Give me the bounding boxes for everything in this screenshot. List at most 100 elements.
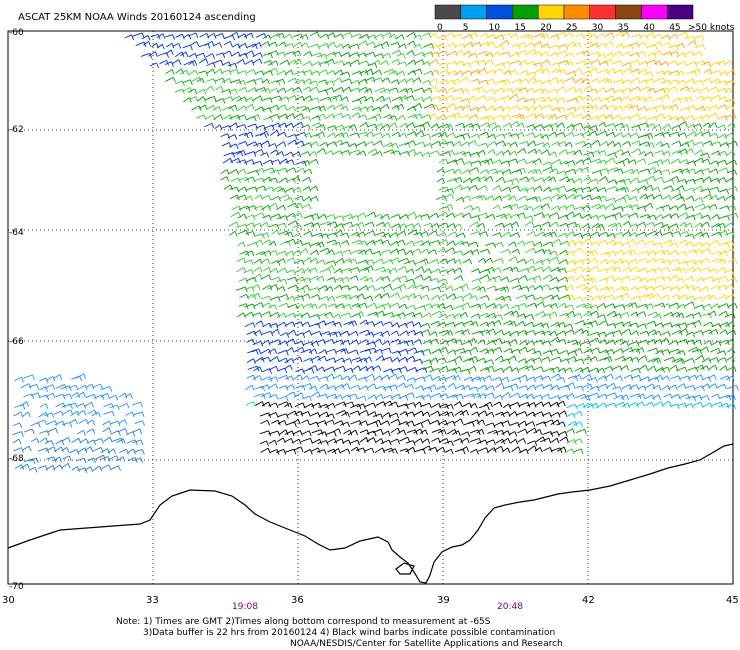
wind-barb <box>391 104 400 111</box>
wind-barb <box>244 286 255 292</box>
lat-lon-grid <box>8 31 733 584</box>
wind-barb <box>391 58 401 65</box>
wind-barb <box>477 68 487 74</box>
wind-barb <box>599 104 609 110</box>
wind-barb <box>726 150 736 157</box>
wind-barb <box>485 51 494 58</box>
wind-barb <box>187 88 198 95</box>
wind-barb <box>724 87 733 94</box>
wind-barb <box>646 320 657 327</box>
wind-barb <box>251 292 261 299</box>
legend-swatch <box>486 4 513 20</box>
wind-barb <box>613 79 625 85</box>
wind-barb <box>509 402 521 408</box>
wind-barb <box>483 401 493 408</box>
wind-barb <box>118 419 128 425</box>
wind-barb <box>236 124 247 130</box>
wind-barb <box>359 329 371 336</box>
wind-barb <box>492 376 503 383</box>
wind-barb <box>716 80 728 86</box>
lat-label: -68 <box>9 454 24 464</box>
wind-barb <box>564 250 575 257</box>
wind-barb <box>252 273 263 280</box>
wind-barb <box>685 285 696 291</box>
wind-barb <box>660 169 671 175</box>
wind-barb <box>671 293 681 300</box>
wind-barb <box>275 32 285 39</box>
wind-barb <box>364 259 375 265</box>
wind-barb <box>581 95 593 102</box>
wind-barb <box>487 141 498 147</box>
wind-barb <box>175 68 184 75</box>
wind-barb <box>678 328 689 334</box>
wind-barb <box>379 213 390 220</box>
wind-barb <box>444 330 454 336</box>
wind-barb <box>508 203 520 210</box>
wind-barb <box>117 456 126 462</box>
wind-barb <box>597 302 607 309</box>
wind-barb <box>693 259 703 266</box>
wind-barb <box>358 285 369 291</box>
wind-barb <box>556 421 566 428</box>
wind-barb <box>477 410 488 416</box>
wind-barb <box>719 339 730 346</box>
wind-barb <box>694 169 704 175</box>
wind-barb <box>494 195 503 202</box>
legend-label: 20 <box>540 23 552 33</box>
wind-barb <box>541 79 552 86</box>
wind-barb <box>493 159 503 165</box>
wind-barb <box>509 277 520 284</box>
wind-barb <box>356 357 368 364</box>
wind-barb <box>108 394 119 401</box>
wind-barb <box>134 448 145 455</box>
wind-barb <box>414 260 427 266</box>
wind-barb <box>671 393 681 400</box>
wind-barb <box>255 185 267 192</box>
wind-barb <box>278 357 289 364</box>
wind-barb <box>701 158 711 165</box>
wind-barb <box>663 114 673 121</box>
wind-barb <box>685 168 697 174</box>
wind-barb <box>326 41 337 48</box>
wind-barb <box>198 43 211 49</box>
wind-barb <box>181 87 193 93</box>
wind-barb <box>284 122 295 129</box>
wind-barb <box>381 249 392 255</box>
wind-barb <box>662 239 674 246</box>
wind-barb <box>516 131 525 138</box>
wind-barb <box>469 403 478 409</box>
wind-barb <box>653 132 665 138</box>
wind-barb <box>651 186 661 193</box>
wind-barb <box>229 169 239 175</box>
wind-barb <box>251 42 262 48</box>
wind-barb <box>214 124 223 130</box>
wind-barb <box>543 401 552 408</box>
wind-barb <box>269 356 280 362</box>
wind-barb <box>260 140 271 147</box>
wind-barb <box>516 148 527 154</box>
wind-barb <box>334 383 345 390</box>
wind-barb <box>255 401 265 407</box>
wind-barb <box>582 295 594 302</box>
wind-barb <box>271 195 281 202</box>
wind-barb <box>501 392 511 398</box>
wind-barb <box>548 44 560 51</box>
wind-barb <box>614 375 623 381</box>
wind-barb <box>525 240 535 247</box>
wind-barb <box>421 445 432 451</box>
wind-barb <box>583 356 592 362</box>
legend-swatch <box>615 4 642 20</box>
wind-barb <box>588 178 599 185</box>
wind-barb <box>647 365 657 372</box>
wind-barb <box>607 179 618 185</box>
wind-barb <box>559 436 569 443</box>
wind-barb <box>661 384 671 391</box>
wind-barb <box>132 428 143 435</box>
wind-barb <box>622 141 632 147</box>
wind-barb <box>253 239 264 246</box>
wind-barb <box>484 59 494 65</box>
wind-barb <box>470 215 481 221</box>
wind-barb <box>415 395 425 401</box>
wind-barb <box>493 367 505 374</box>
wind-barb <box>700 242 711 248</box>
